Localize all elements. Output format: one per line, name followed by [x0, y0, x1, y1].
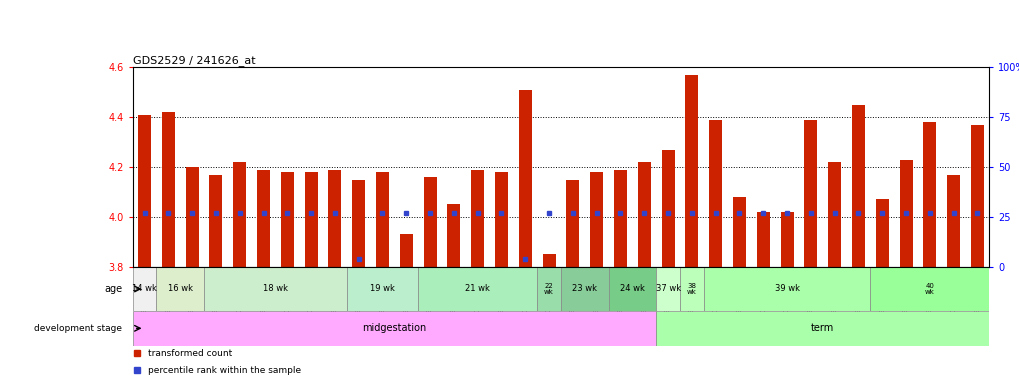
Text: development stage: development stage	[35, 324, 122, 333]
Bar	[733, 197, 745, 267]
Bar	[613, 170, 627, 267]
Bar	[685, 75, 698, 267]
Bar	[519, 90, 531, 267]
Bar	[827, 162, 841, 267]
Bar	[590, 172, 602, 267]
Bar	[399, 235, 413, 267]
Bar	[257, 170, 270, 267]
Bar	[756, 212, 769, 267]
Bar	[542, 255, 555, 267]
Bar	[655, 267, 680, 311]
Bar	[661, 150, 674, 267]
Bar	[494, 172, 507, 267]
Text: 19 wk: 19 wk	[370, 285, 394, 293]
Bar	[703, 267, 869, 311]
Bar	[560, 267, 608, 311]
Bar	[922, 122, 935, 267]
Bar	[875, 200, 888, 267]
Bar	[376, 172, 388, 267]
Bar	[869, 267, 988, 311]
Bar	[471, 170, 484, 267]
Bar	[209, 175, 222, 267]
Bar	[608, 267, 655, 311]
Text: 40
wk: 40 wk	[924, 283, 934, 295]
Text: 16 wk: 16 wk	[167, 285, 193, 293]
Bar	[637, 162, 650, 267]
Bar	[970, 125, 983, 267]
Text: transformed count: transformed count	[148, 349, 232, 358]
Bar	[204, 267, 346, 311]
Text: 37 wk: 37 wk	[655, 285, 680, 293]
Bar	[804, 120, 816, 267]
Text: term: term	[810, 323, 834, 333]
Bar	[566, 180, 579, 267]
Bar	[947, 175, 959, 267]
Text: 23 wk: 23 wk	[572, 285, 597, 293]
Bar	[305, 172, 317, 267]
Text: GDS2529 / 241626_at: GDS2529 / 241626_at	[132, 55, 255, 66]
Bar	[352, 180, 365, 267]
Bar	[851, 105, 864, 267]
Bar	[132, 311, 655, 346]
Bar	[233, 162, 246, 267]
Bar	[708, 120, 721, 267]
Bar	[346, 267, 418, 311]
Text: 38
wk: 38 wk	[686, 283, 696, 295]
Text: midgestation: midgestation	[362, 323, 426, 333]
Text: 14 wk: 14 wk	[131, 285, 157, 293]
Bar	[132, 267, 156, 311]
Text: 21 wk: 21 wk	[465, 285, 490, 293]
Text: 24 wk: 24 wk	[620, 285, 644, 293]
Bar	[447, 205, 460, 267]
Bar	[328, 170, 341, 267]
Bar	[423, 177, 436, 267]
Bar	[418, 267, 537, 311]
Text: percentile rank within the sample: percentile rank within the sample	[148, 366, 301, 375]
Bar	[780, 212, 793, 267]
Bar	[537, 267, 560, 311]
Text: 22
wk: 22 wk	[543, 283, 553, 295]
Bar	[156, 267, 204, 311]
Bar	[680, 267, 703, 311]
Text: 39 wk: 39 wk	[773, 285, 799, 293]
Bar	[185, 167, 199, 267]
Bar	[655, 311, 988, 346]
Text: 18 wk: 18 wk	[263, 285, 287, 293]
Bar	[162, 112, 174, 267]
Text: age: age	[104, 284, 122, 294]
Bar	[280, 172, 293, 267]
Bar	[899, 160, 912, 267]
Bar	[138, 115, 151, 267]
